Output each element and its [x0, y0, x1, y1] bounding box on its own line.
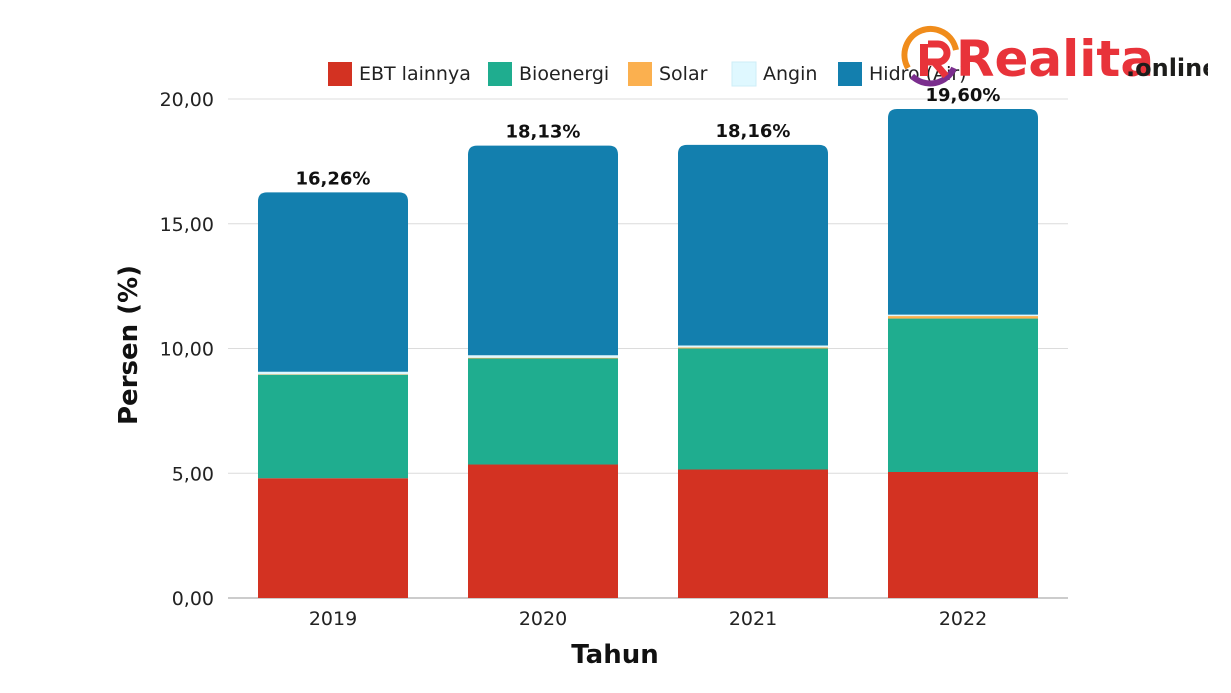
- legend-label: Bioenergi: [519, 63, 609, 85]
- y-axis-ticks: 0,00 5,00 10,00 15,00 20,00: [160, 89, 214, 610]
- bar-segment-hidro-air-: [468, 145, 618, 356]
- y-tick-label: 0,00: [172, 588, 214, 610]
- logo-mark-icon: [901, 25, 959, 87]
- bar-segment-bioenergi: [258, 374, 408, 479]
- x-axis-ticks: 2019 2020 2021 2022: [309, 608, 987, 630]
- bar-segment-solar: [468, 357, 618, 359]
- bar-total-label: 16,26%: [296, 168, 371, 189]
- legend-swatch: [628, 62, 652, 86]
- bars: [258, 108, 1038, 598]
- logo-subtext: .online: [1126, 54, 1208, 82]
- y-tick-label: 5,00: [172, 463, 214, 485]
- y-tick-label: 15,00: [160, 214, 214, 236]
- bar-segment-hidro-air-: [888, 108, 1038, 315]
- bar-segment-angin: [888, 314, 1038, 317]
- legend-item: Bioenergi: [488, 62, 609, 86]
- bar-segment-ebt-lainnya: [258, 478, 408, 598]
- x-axis-title: Tahun: [571, 640, 658, 670]
- legend-label: Angin: [763, 63, 817, 85]
- y-axis-title: Persen (%): [114, 265, 144, 425]
- logo-text: Realita: [956, 30, 1154, 88]
- bar-segment-angin: [678, 345, 828, 348]
- y-tick-label: 20,00: [160, 89, 214, 111]
- legend-label: EBT lainnya: [359, 63, 471, 85]
- bar-segment-solar: [888, 316, 1038, 319]
- legend-swatch: [328, 62, 352, 86]
- legend-item: Angin: [731, 61, 817, 87]
- bar-total-label: 19,60%: [926, 85, 1001, 106]
- legend: EBT lainnya Bioenergi Solar Angin Hidro (Air…: [328, 61, 967, 87]
- bar-segment-ebt-lainnya: [468, 464, 618, 598]
- bar-segment-hidro-air-: [258, 192, 408, 372]
- x-tick-label: 2019: [309, 608, 357, 630]
- bar-segment-angin: [258, 371, 408, 375]
- bar-total-label: 18,16%: [716, 121, 791, 142]
- bar-segment-ebt-lainnya: [888, 472, 1038, 598]
- y-tick-label: 10,00: [160, 339, 214, 361]
- realita-online-logo: Realita .online: [901, 25, 1208, 88]
- legend-item: EBT lainnya: [328, 62, 471, 86]
- bar-segment-bioenergi: [678, 348, 828, 470]
- bar-segment-ebt-lainnya: [678, 469, 828, 598]
- bar-segment-angin: [468, 355, 618, 358]
- total-labels: 16,26% 18,13% 18,16% 19,60%: [296, 85, 1001, 189]
- legend-swatch: [838, 62, 862, 86]
- x-tick-label: 2022: [939, 608, 987, 630]
- bar-segment-bioenergi: [888, 318, 1038, 473]
- legend-swatch: [731, 61, 757, 87]
- bar-segment-solar: [678, 347, 828, 349]
- legend-label: Solar: [659, 63, 708, 85]
- bar-segment-bioenergi: [468, 358, 618, 465]
- bar-total-label: 18,13%: [506, 122, 581, 143]
- legend-swatch: [488, 62, 512, 86]
- legend-item: Solar: [628, 62, 708, 86]
- x-tick-label: 2021: [729, 608, 777, 630]
- bar-segment-hidro-air-: [678, 144, 828, 346]
- x-tick-label: 2020: [519, 608, 567, 630]
